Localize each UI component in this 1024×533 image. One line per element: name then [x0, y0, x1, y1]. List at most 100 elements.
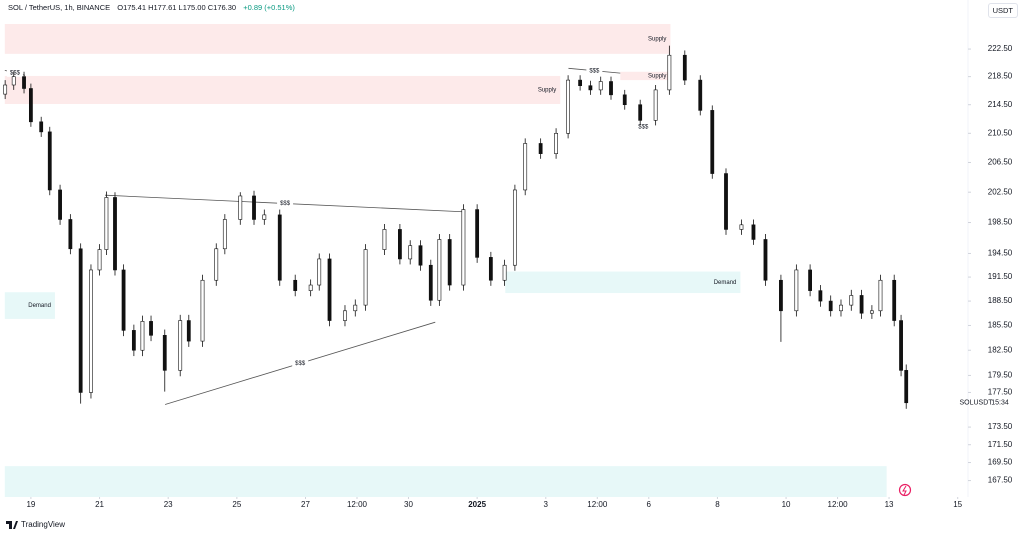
y-tick-label: 167.50 [988, 476, 1013, 485]
candle-body [578, 79, 583, 86]
plot: Supply Supply Supply Demand Demand $$$ $$$ $$$ $… [3, 23, 909, 497]
zone-label: Supply [538, 88, 556, 94]
trendline-label: $$$ [10, 70, 21, 76]
candle-body [149, 321, 153, 336]
candle-body [839, 304, 843, 312]
candle-body [382, 229, 387, 250]
trendline-label: $$$ [295, 361, 306, 367]
trendline-label-bg [586, 66, 603, 75]
y-tick-label: 202.50 [988, 187, 1013, 196]
zone [620, 71, 671, 81]
candle-body [398, 229, 402, 260]
y-tick-label: 182.50 [988, 345, 1013, 354]
candle-body [904, 370, 909, 404]
zone [4, 75, 561, 105]
candle-body [408, 245, 413, 260]
trendline-label: $$$ [280, 201, 291, 207]
x-tick-label: 30 [404, 500, 413, 509]
candle-body [162, 335, 167, 371]
candle-body [682, 54, 687, 81]
y-tick-label: 177.50 [988, 388, 1013, 397]
trendline-label-bg [6, 68, 23, 77]
y-tick-label: 191.50 [988, 272, 1013, 281]
candle-body [104, 197, 109, 250]
candle-body [849, 295, 854, 306]
candle-body [566, 79, 570, 134]
y-tick-label: 185.50 [988, 321, 1013, 330]
x-tick-label: 3 [544, 500, 549, 509]
candle-body [653, 89, 658, 121]
candle-body [308, 284, 313, 291]
candle-body [523, 143, 528, 191]
brand-name: TradingView [21, 520, 66, 529]
x-tick-label: 21 [95, 500, 104, 509]
candle-body [428, 264, 433, 301]
countdown: 15:34 [991, 400, 1009, 407]
ohlc: O175.41 H177.61 L175.00 C176.30 [117, 3, 237, 12]
candle-body [113, 197, 117, 271]
zone-label: Supply [648, 74, 666, 80]
y-tick-label: 188.50 [988, 296, 1013, 305]
candle-body [622, 94, 627, 106]
candle-body [11, 76, 16, 86]
x-tick-label: 8 [715, 500, 720, 509]
candle-body [667, 54, 672, 91]
y-tick-label: 169.50 [988, 458, 1013, 467]
x-tick-label: 10 [782, 500, 791, 509]
candle-body [131, 330, 136, 351]
zone [4, 292, 55, 319]
candle-body [214, 248, 219, 281]
annotation: $$$ [638, 124, 649, 130]
x-tick-label: 6 [647, 500, 652, 509]
candle-body [262, 214, 267, 220]
candle-body [538, 143, 543, 154]
y-tick-label: 179.50 [988, 371, 1013, 380]
y-tick-label: 222.50 [988, 44, 1013, 53]
x-tick-label: 15 [953, 500, 962, 509]
trendline-label-bg [277, 199, 294, 208]
candle-body [859, 295, 864, 314]
icon-bolt [902, 485, 907, 496]
candle-body [554, 133, 558, 154]
candle-body [609, 81, 613, 96]
x-tick-label: 19 [26, 500, 35, 509]
y-tick-label: 218.50 [988, 72, 1013, 81]
trendline-label-bg [292, 359, 309, 368]
candle-body [317, 258, 322, 286]
change: +0.89 (+0.51%) [243, 3, 295, 12]
candle-body [698, 79, 703, 111]
candle-body [3, 84, 8, 95]
y-tick-label: 206.50 [988, 158, 1013, 167]
candle-body [461, 209, 466, 286]
currency-button[interactable]: USDT [987, 3, 1018, 18]
zone-label: Supply [648, 37, 666, 43]
candle-body [892, 279, 897, 321]
candle-body [200, 279, 205, 342]
x-tick-label: 12:00 [347, 500, 368, 509]
x-tick-label: 12:00 [587, 500, 608, 509]
x-tick-label: 2025 [468, 500, 486, 509]
candle-body [97, 249, 102, 271]
zone [4, 23, 671, 54]
candle-body [818, 290, 823, 302]
candle-body [739, 224, 744, 230]
candle-body [343, 310, 347, 321]
icon-circle [898, 483, 912, 497]
candle-body [878, 279, 883, 312]
candle-body [808, 269, 812, 291]
candle-body [186, 320, 191, 342]
brand-logo [6, 520, 18, 529]
lightning-icon[interactable] [898, 483, 912, 497]
candle-body [89, 269, 93, 393]
candle-body [437, 239, 442, 301]
symbol: SOL / TetherUS, 1h, BINANCE [8, 3, 111, 12]
candle-body [78, 248, 83, 393]
brand: TradingView [6, 520, 65, 529]
candle-body [724, 173, 728, 230]
x-tick-label: 12:00 [828, 500, 849, 509]
candle-body [763, 239, 768, 281]
candle-body [238, 195, 243, 220]
candle-body [28, 88, 33, 123]
candle-body [140, 321, 145, 351]
